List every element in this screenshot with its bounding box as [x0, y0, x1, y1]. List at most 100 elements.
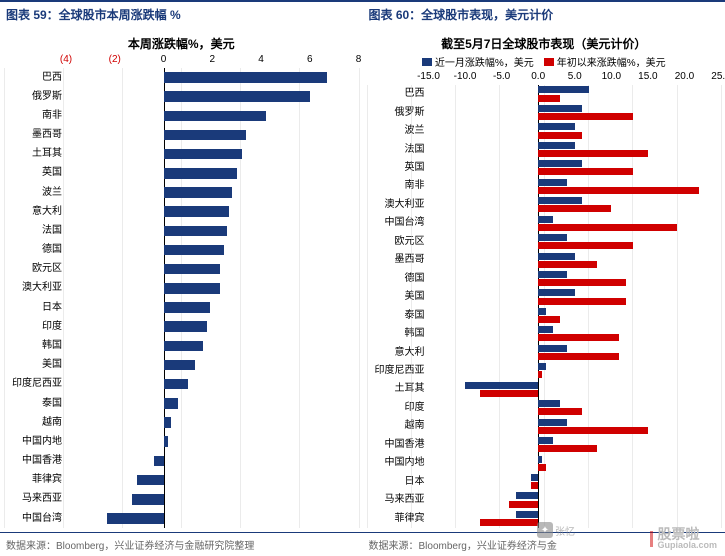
bar — [531, 482, 538, 489]
bar — [538, 142, 575, 149]
bar — [538, 187, 699, 194]
bar-label: 日本 — [4, 303, 66, 313]
bar-row: 中国内地 — [367, 454, 722, 472]
bar-label: 美国 — [4, 360, 66, 370]
axis-tick: 4 — [258, 54, 264, 65]
axis-tick: 0 — [161, 54, 167, 65]
bar-label: 澳大利亚 — [4, 283, 66, 293]
bar-row: 中国台湾 — [367, 214, 722, 232]
bar — [538, 197, 582, 204]
bar-row: 印度尼西亚 — [4, 375, 359, 394]
bar-row: 俄罗斯 — [4, 87, 359, 106]
axis-tick: 6 — [307, 54, 313, 65]
bar — [538, 205, 611, 212]
bar-label: 印度 — [4, 322, 66, 332]
bar-row: 越南 — [367, 417, 722, 435]
bar-label: 越南 — [4, 418, 66, 428]
bar — [137, 475, 164, 486]
bar-row: 中国内地 — [4, 432, 359, 451]
bar-row: 俄罗斯 — [367, 103, 722, 121]
bar — [538, 427, 648, 434]
header-row: 图表 59：全球股市本周涨跌幅 % 图表 60：全球股市表现，美元计价 — [0, 0, 725, 27]
bar-label: 波兰 — [4, 188, 66, 198]
bar-row: 土耳其 — [367, 380, 722, 398]
bar-label: 意大利 — [367, 348, 429, 358]
bar — [164, 341, 203, 352]
axis-tick: 2 — [209, 54, 215, 65]
bar-label: 中国内地 — [4, 437, 66, 447]
bar-label: 马来西亚 — [367, 495, 429, 505]
bar — [538, 224, 677, 231]
bar — [164, 302, 210, 313]
bar-label: 中国香港 — [367, 440, 429, 450]
bar-label: 中国内地 — [367, 458, 429, 468]
bar — [538, 419, 567, 426]
bar-label: 意大利 — [4, 207, 66, 217]
axis-tick: -5.0 — [493, 71, 510, 82]
bar — [465, 382, 538, 389]
chart-weekly: 本周涨跌幅%，美元 (4)(2)02468 巴西俄罗斯南非墨西哥土耳其英国波兰意… — [0, 27, 363, 532]
bar — [154, 456, 164, 467]
bar-label: 德国 — [4, 245, 66, 255]
bar — [538, 150, 648, 157]
axis-tick: -10.0 — [454, 71, 477, 82]
bar — [538, 334, 618, 341]
bar-row: 德国 — [4, 241, 359, 260]
bar-label: 南非 — [367, 181, 429, 191]
bar — [538, 400, 560, 407]
bar-label: 日本 — [367, 477, 429, 487]
chart-weekly-title: 本周涨跌幅%，美元 — [4, 35, 359, 52]
bar — [164, 321, 208, 332]
bar-label: 马来西亚 — [4, 494, 66, 504]
wechat-text: 张忆 — [555, 523, 575, 538]
bar — [538, 456, 542, 463]
bar-row: 欧元区 — [367, 233, 722, 251]
bar — [538, 242, 633, 249]
bar-row: 日本 — [367, 473, 722, 491]
bar-label: 欧元区 — [4, 264, 66, 274]
footer-row: 数据来源：Bloomberg，兴业证券经济与金融研究院整理 数据来源：Bloom… — [0, 532, 725, 556]
bar-label: 墨西哥 — [367, 255, 429, 265]
bar — [538, 316, 560, 323]
bar-label: 南非 — [4, 111, 66, 121]
bar — [164, 264, 220, 275]
bar — [538, 363, 545, 370]
bar-row: 马来西亚 — [4, 490, 359, 509]
bar — [164, 111, 266, 122]
bar — [531, 474, 538, 481]
bar — [538, 113, 633, 120]
bar-row: 意大利 — [4, 202, 359, 221]
bar-row: 欧元区 — [4, 260, 359, 279]
bar — [480, 519, 539, 526]
bar — [164, 206, 230, 217]
bar — [164, 398, 179, 409]
bar-row: 韩国 — [367, 325, 722, 343]
bar-row: 英国 — [4, 164, 359, 183]
bar-row: 越南 — [4, 413, 359, 432]
bar-label: 俄罗斯 — [367, 108, 429, 118]
bar — [509, 501, 538, 508]
bar — [164, 436, 169, 447]
bar — [538, 95, 560, 102]
bar — [538, 253, 575, 260]
bar — [164, 283, 220, 294]
bar-label: 菲律宾 — [367, 514, 429, 524]
bar — [516, 511, 538, 518]
bar-row: 印度尼西亚 — [367, 362, 722, 380]
bar — [164, 417, 171, 428]
bar — [538, 261, 597, 268]
bar-row: 波兰 — [4, 183, 359, 202]
bar-label: 墨西哥 — [4, 130, 66, 140]
bar — [164, 360, 196, 371]
wechat-icon: ✦ — [537, 522, 553, 538]
bar-row: 墨西哥 — [4, 126, 359, 145]
bar-label: 英国 — [4, 168, 66, 178]
bar-label: 韩国 — [4, 341, 66, 351]
wechat-badge: ✦ 张忆 — [537, 522, 575, 538]
chart-weekly-axis: (4)(2)02468 — [4, 54, 359, 68]
bar-row: 菲律宾 — [4, 471, 359, 490]
bar-row: 巴西 — [367, 85, 722, 103]
bar-label: 土耳其 — [4, 149, 66, 159]
bar — [538, 308, 545, 315]
bar — [538, 371, 542, 378]
